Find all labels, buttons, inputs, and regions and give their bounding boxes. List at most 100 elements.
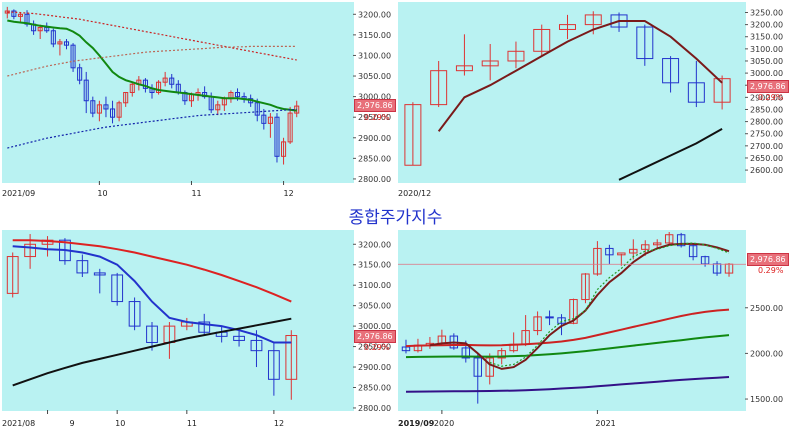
candle-body [485,357,494,377]
candle-body [688,245,698,258]
candle-body [274,116,280,157]
y-tick-label: 2700.00 [750,142,783,151]
candle-body [17,13,23,17]
candle-body [267,350,280,380]
candle-body [629,248,638,254]
candle-body [123,92,129,104]
y-tick-label: 3000.00 [358,322,391,331]
y-tick-label: 3100.00 [358,51,391,60]
candle-body [455,65,473,72]
y-tick-label: 3100.00 [750,45,783,54]
candle-body [169,77,175,85]
candle-body [103,104,109,110]
candle-body [545,316,554,319]
candle-body [605,247,614,256]
x-tick-label: 10 [115,419,125,428]
candle-body [128,301,141,327]
y-tick-label: 3150.00 [358,261,391,270]
candle-body [162,77,168,83]
candle-body [109,108,116,118]
candle-body [285,335,298,380]
candle-body [6,256,19,294]
y-tick-label: 3050.00 [358,302,391,311]
x-tick-label: 12 [274,419,284,428]
y-tick-label: 3050.00 [750,57,783,66]
candle-body [676,234,686,247]
candle-body [533,28,551,52]
candle-body [234,92,241,98]
y-tick-label: 3100.00 [358,281,391,290]
weekly-y-axis [354,230,392,411]
weekly-change-label: 0.29% [364,343,390,352]
y-tick-label: 2850.00 [358,154,391,163]
monthly-change-label: 0.29% [758,93,784,102]
candle-body [146,325,158,343]
y-tick-label: 2600.00 [750,166,783,175]
x-tick-label: 10 [97,189,107,198]
series-line [437,20,723,132]
candle-body [401,346,411,352]
candle-body [116,102,122,118]
candle-body [76,260,89,274]
y-tick-label: 3200.00 [750,21,783,30]
y-tick-label: 2650.00 [750,154,783,163]
candle-body [287,112,293,143]
weekly-value-badge: 2,976.86 [354,330,396,343]
y-tick-label: 2950.00 [358,113,391,122]
y-tick-label: 3150.00 [750,33,783,42]
candle-body [559,24,576,30]
candle-body [281,141,287,157]
x-tick-label: 2021/09 [2,189,35,198]
candle-body [70,44,76,69]
monthly-chart: 3250.00 3200.00 3150.00 3100.00 3050.00 3000.… [398,8,783,198]
y-tick-label: 2850.00 [750,105,783,114]
series-line [405,376,730,393]
candle-body [584,14,602,26]
candle-body [83,79,89,102]
candle-body [481,60,499,67]
candle-body [254,102,260,116]
candle-body [430,70,448,106]
daily-chart: 3200.00 3150.00 3100.00 3050.00 3000.00 2950.… [2,6,391,198]
candle-body [57,41,63,45]
candle-body [404,104,422,166]
daily-value-badge: 2,976.86 [354,99,396,112]
daily-y-axis [354,2,392,183]
series-line [12,317,292,387]
candle-body [93,272,106,276]
y-tick-label: 3200.00 [358,10,391,19]
candle-body [24,243,37,258]
candle-body [267,116,273,124]
candle-body [142,79,148,89]
candle-body [687,82,705,103]
daily-change-label: 0.29% [364,113,390,122]
candle-body [662,58,680,84]
candle-body [50,30,56,45]
y-tick-label: 2900.00 [358,134,391,143]
candle-body [617,252,626,256]
x-tick-label: 11 [191,189,201,198]
candle-body [37,26,43,32]
y-tick-label: 1500.00 [750,395,783,404]
monthly-value-badge: 2,976.86 [747,80,789,93]
candle-body [461,347,471,359]
candle-body [233,335,245,341]
candle-body [63,41,70,46]
series-line [429,242,730,370]
candle-body [581,273,590,301]
long-monthly-change-label: 0.29% [758,266,784,275]
candle-body [90,100,96,114]
candle-body [156,81,162,94]
y-tick-label: 2900.00 [358,363,391,372]
y-tick-label: 2500.00 [750,304,783,313]
series-line [12,245,292,344]
candle-body [111,274,124,303]
x-tick-label: 2021/08 [2,419,35,428]
series-line [405,334,730,359]
y-tick-label: 2800.00 [750,118,783,127]
y-tick-label: 3150.00 [358,31,391,40]
series-line [7,45,297,77]
series-line [12,239,292,303]
x-tick-label: 2019/09 [398,419,435,428]
candle-body [533,316,542,332]
